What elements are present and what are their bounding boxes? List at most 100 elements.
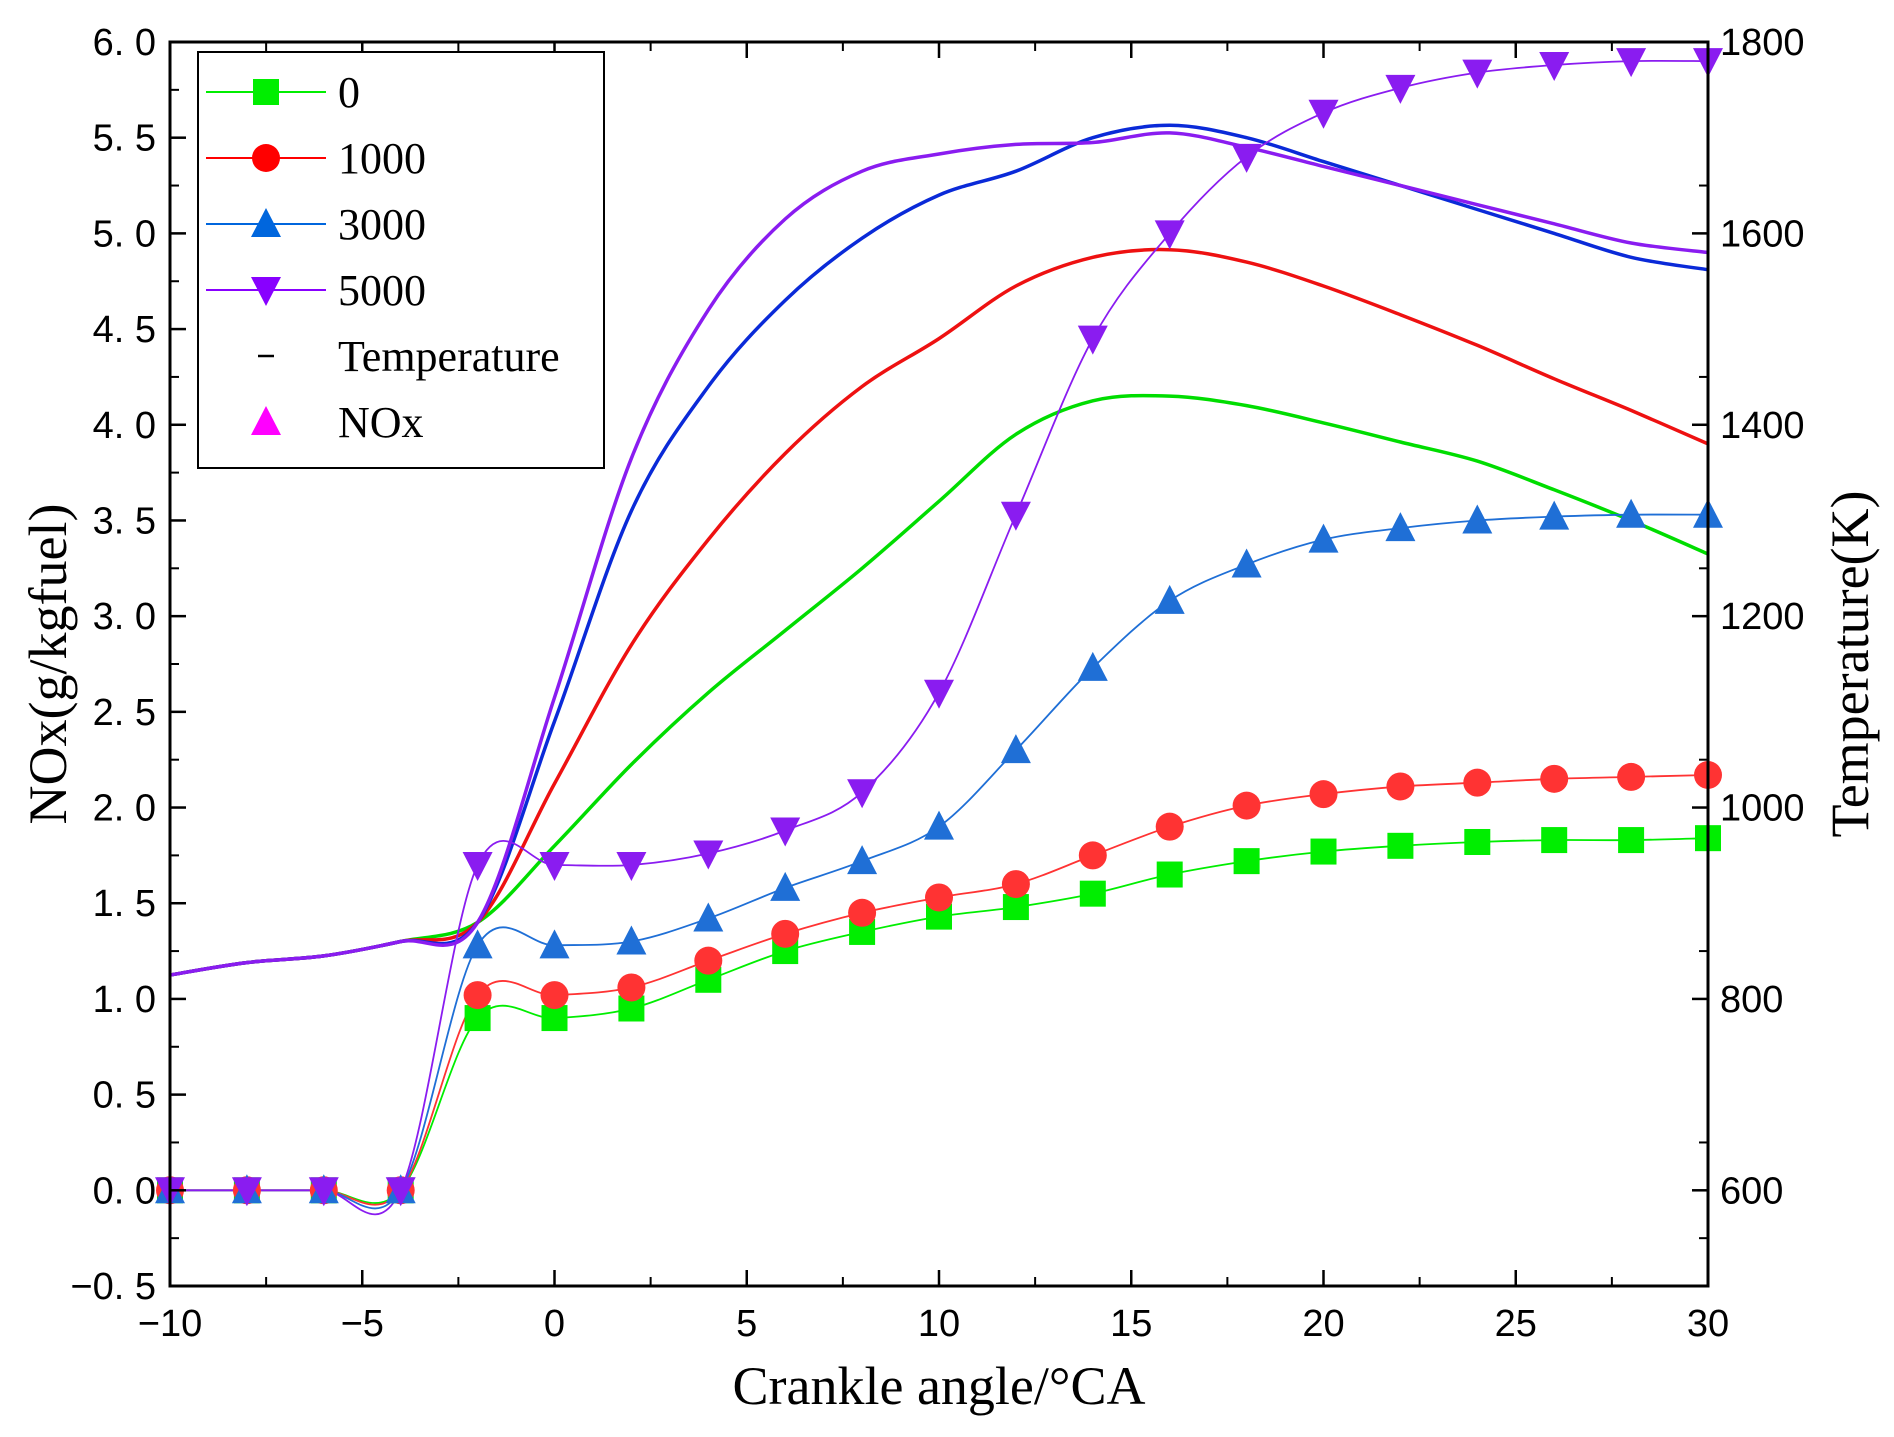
y-left-tick-label: 4. 0 (93, 405, 156, 447)
x-tick-label: 20 (1302, 1303, 1344, 1345)
nox-point-5000-10 (924, 679, 954, 709)
nox-point-5000-0 (539, 851, 570, 881)
axis-ticks (168, 40, 1710, 1288)
legend-label: 3000 (338, 200, 426, 249)
y-left-tick-label: −0. 5 (70, 1266, 156, 1308)
nox-point-5000-16 (1154, 220, 1185, 250)
nox-point-5000-4 (693, 840, 724, 870)
x-tick-label: 10 (918, 1303, 960, 1345)
y-left-tick-label: 2. 0 (93, 788, 156, 830)
nox-point-0-18 (1233, 848, 1260, 875)
nox-point-3000-20 (1308, 523, 1339, 553)
nox-point-5000--6 (308, 1177, 339, 1207)
nox-point-1000-14 (1078, 841, 1107, 870)
temperature-line-5000 (169, 131, 1709, 977)
nox-point-3000-14 (1077, 651, 1108, 681)
nox-point-0-0 (541, 1005, 568, 1032)
y-right-tick-label: 1200 (1720, 596, 1805, 638)
nox-point-1000-8 (848, 898, 877, 927)
nox-point-5000-28 (1616, 48, 1647, 78)
legend: 0 1000 3000 5000 Temperature NOx (197, 51, 605, 469)
nox-point-3000-12 (1000, 734, 1031, 764)
nox-point-1000--2 (463, 981, 492, 1010)
nox-point-0-22 (1387, 832, 1414, 859)
nox-point-0-24 (1464, 828, 1491, 855)
y-left-tick-label: 1. 5 (93, 883, 156, 925)
y-left-tick-label: 1. 0 (93, 979, 156, 1021)
nox-point-5000-20 (1308, 99, 1339, 129)
y-left-tick-label: 0. 5 (93, 1075, 156, 1117)
nox-point-0-26 (1541, 827, 1568, 854)
nox-point-3000-2 (616, 925, 647, 955)
y-left-tick-label: 3. 5 (93, 500, 156, 542)
legend-swatch-marker (251, 406, 281, 435)
legend-swatch-marker (252, 144, 280, 172)
y-right-tick-label: 1600 (1720, 213, 1805, 255)
axis-tick-labels: −10 −5 0 5 10 15 20 25 30 −0. 5 0. 0 0. 5 1. 0 1. 5 2.… (70, 22, 1804, 1345)
nox-point-1000-12 (1001, 870, 1030, 899)
y-left-tick-label: 5. 5 (93, 118, 156, 160)
nox-point-3000-26 (1539, 500, 1570, 530)
legend-label: Temperature (338, 332, 560, 381)
legend-swatch-marker (251, 277, 281, 306)
y-left-tick-label: 3. 0 (93, 596, 156, 638)
nox-point-1000-10 (925, 883, 953, 912)
y-axis-left-title: NOx(g/kgfuel) (18, 504, 78, 825)
nox-point-3000-8 (847, 845, 878, 875)
nox-point-3000-10 (924, 810, 954, 840)
nox-point-0-20 (1310, 838, 1337, 865)
y-left-tick-label: 2. 5 (93, 692, 156, 734)
legend-label: 1000 (338, 134, 426, 183)
nox-point-0-12 (1002, 894, 1029, 921)
nox-point-1000-22 (1386, 772, 1415, 801)
nox-point-5000-8 (847, 779, 878, 809)
legend-label: 5000 (338, 266, 426, 315)
nox-point-5000-24 (1462, 59, 1493, 89)
nox-point-1000-16 (1155, 812, 1184, 841)
nox-point-5000--4 (385, 1177, 416, 1207)
y-left-tick-label: 5. 0 (93, 213, 156, 255)
x-axis-title: Crankle angle/°CA (733, 1356, 1146, 1416)
nox-point-1000-0 (540, 981, 569, 1010)
y-left-tick-label: 4. 5 (93, 309, 156, 351)
nox-point-3000-22 (1385, 512, 1416, 542)
legend-label: 0 (338, 68, 360, 117)
nox-point-3000-18 (1231, 548, 1262, 578)
x-tick-label: 15 (1110, 1303, 1152, 1345)
y-right-tick-label: 1000 (1720, 788, 1805, 830)
nox-point-3000-28 (1616, 498, 1647, 528)
nox-point-5000-6 (770, 817, 801, 847)
y-left-tick-label: 6. 0 (93, 22, 156, 64)
nox-point-5000--2 (462, 851, 493, 881)
x-tick-label: −5 (341, 1303, 384, 1345)
nox-point-3000-24 (1462, 504, 1493, 534)
nox-line-3000 (170, 513, 1709, 1210)
temperature-line-1000 (169, 247, 1709, 977)
nox-line-0 (170, 837, 1709, 1204)
nox-point-5000-22 (1385, 74, 1416, 104)
nox-point-5000-12 (1000, 501, 1031, 531)
nox-point-3000-6 (770, 871, 801, 901)
nox-point-0-16 (1156, 861, 1183, 888)
nox-point-0-14 (1079, 880, 1106, 907)
nox-point-1000-28 (1617, 762, 1646, 791)
nox-point-5000-14 (1077, 325, 1108, 355)
y-axis-right-title: Temperature(K) (1820, 490, 1880, 837)
nox-point-1000-24 (1463, 768, 1492, 797)
y-right-tick-label: 800 (1720, 979, 1783, 1021)
nox-point-1000-4 (694, 946, 723, 975)
nox-point-3000--2 (462, 929, 493, 959)
nox-point-3000-0 (539, 929, 570, 959)
nox-point-3000-16 (1154, 584, 1185, 614)
nox-point-3000-4 (693, 902, 724, 932)
nox-point-0-28 (1618, 827, 1645, 854)
y-right-tick-label: 1400 (1720, 405, 1805, 447)
nox-point-0--2 (464, 1005, 491, 1032)
y-left-tick-label: 0. 0 (93, 1170, 156, 1212)
x-tick-label: 25 (1495, 1303, 1537, 1345)
legend-swatch-marker (251, 208, 281, 237)
nox-point-5000--8 (231, 1177, 262, 1207)
temperature-line-0 (169, 393, 1709, 977)
y-right-tick-label: 1800 (1720, 22, 1805, 64)
